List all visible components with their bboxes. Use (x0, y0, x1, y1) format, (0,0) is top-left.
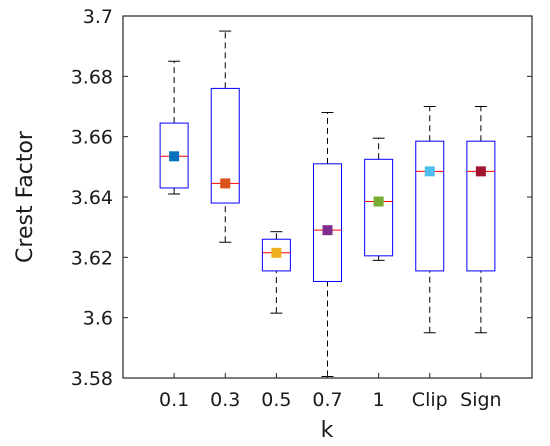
box-iqr (466, 140, 496, 272)
box-group (415, 106, 445, 334)
y-tick-label: 3.66 (71, 127, 113, 149)
mean-marker (424, 166, 435, 177)
plot-area (123, 16, 532, 378)
chart-marks (159, 30, 496, 377)
x-tick-label: 0.7 (312, 389, 342, 411)
y-axis-title: Crest Factor (13, 130, 38, 263)
box-iqr (261, 238, 291, 272)
box-iqr (159, 122, 189, 189)
mean-marker (373, 196, 384, 207)
x-tick-label: 0.3 (210, 389, 240, 411)
x-tick-label: Sign (460, 389, 501, 411)
x-tick-label: 0.5 (261, 389, 291, 411)
x-tick-label: Clip (412, 389, 448, 411)
box-group (261, 231, 291, 314)
box-group (313, 112, 342, 377)
mean-marker (475, 166, 486, 177)
y-axis: 3.58 3.6 3.62 3.64 3.66 3.68 3.7 (71, 6, 532, 390)
mean-marker (169, 151, 180, 162)
box-group (159, 60, 189, 195)
box-group (466, 106, 496, 334)
box-group (210, 30, 240, 243)
mean-marker (271, 247, 282, 258)
box-iqr (210, 87, 240, 204)
box-iqr (364, 158, 394, 257)
y-tick-label: 3.64 (71, 187, 113, 209)
x-axis-title: k (321, 418, 334, 443)
box-group (364, 137, 394, 261)
y-tick-label: 3.62 (71, 247, 113, 269)
x-axis: 0.1 0.3 0.5 0.7 1 Clip Sign (159, 373, 502, 411)
box-iqr (313, 163, 342, 282)
y-tick-label: 3.68 (71, 66, 113, 88)
y-tick-label: 3.58 (71, 368, 113, 390)
x-tick-label: 0.1 (159, 389, 189, 411)
y-tick-label: 3.6 (83, 308, 113, 330)
x-tick-label: 1 (373, 389, 385, 411)
y-tick-label: 3.7 (83, 6, 113, 28)
box-iqr (415, 140, 445, 272)
mean-marker (220, 178, 231, 189)
mean-marker (322, 225, 333, 236)
